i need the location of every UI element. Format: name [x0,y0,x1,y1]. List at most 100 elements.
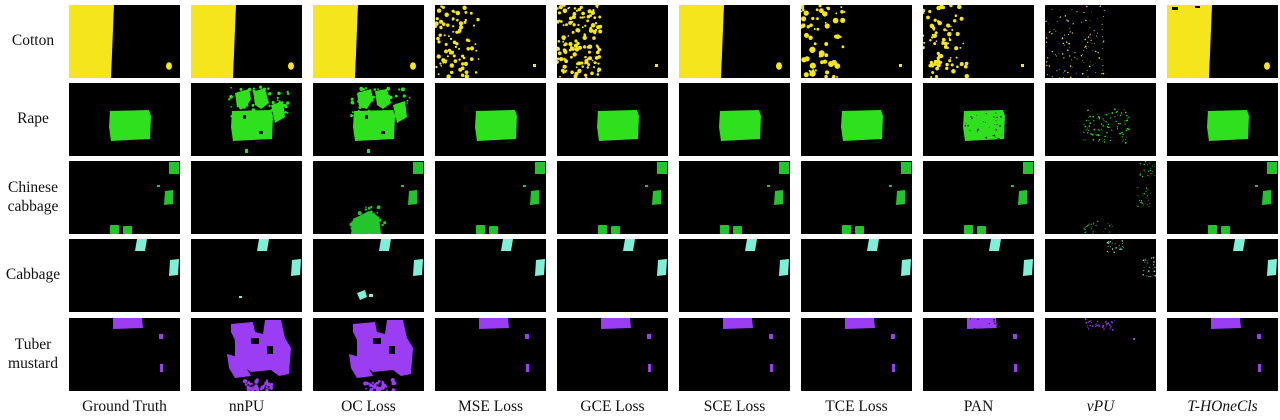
row-label-cabbage: Cabbage [0,265,66,284]
speckle [1111,129,1113,131]
tile-chinese-cabbage-mse-loss [435,161,546,234]
speckle [1105,121,1107,123]
speckle [1147,262,1149,264]
speckle [945,62,949,67]
field-right-lower [1258,364,1261,372]
column-label-ground-truth: Ground Truth [82,398,167,415]
speckle [367,114,371,118]
speckle [804,56,810,62]
speckle [458,58,461,61]
speckle [1150,167,1152,169]
speckle [1088,322,1089,324]
speckle [586,45,590,49]
speckle [935,40,938,43]
speckle [1089,33,1091,35]
speckle [469,46,475,51]
speckle [1108,232,1110,233]
speckle [449,64,453,67]
speckle [381,380,384,383]
speckle [382,96,385,99]
speckle [1089,115,1091,118]
tile-tuber-mustard-mse-loss [435,318,546,391]
speckle [985,112,987,115]
field-fleck [523,185,526,187]
field-mid-right [652,190,661,205]
field-right-upper [1257,334,1261,339]
speckle [1051,32,1053,35]
speckle [1153,270,1155,272]
speckle [982,121,984,123]
speckle [590,71,594,76]
speckle [1152,173,1154,174]
rape-field [1207,110,1249,141]
speckle [835,34,841,40]
tile-background [923,318,1034,391]
speckle [1099,5,1102,7]
speckle [591,59,594,62]
field-top [479,318,509,329]
speckle [449,37,453,41]
speckle [435,65,438,69]
speckle [923,46,925,50]
speckle [1125,129,1128,132]
speckle [1066,19,1068,21]
segmentation-mask [191,5,294,78]
field-bottom-a [1208,225,1217,234]
field-mid-right [530,190,539,205]
speckle [1089,324,1092,327]
speckle [1154,175,1155,176]
speckle [1145,197,1147,199]
speckle [1137,205,1139,207]
gap [381,131,385,134]
speckle [564,52,567,55]
speckle [366,381,368,384]
speckle [1084,46,1086,48]
speckle [267,387,270,390]
segmentation-mask [720,162,789,234]
speckle [964,61,969,66]
speckle [597,67,602,72]
speckle [562,24,565,27]
speckle [351,221,354,223]
speckle [394,94,398,98]
speckle [564,36,567,39]
speckle [806,25,810,29]
speckle [1149,169,1151,172]
speckle [592,9,595,12]
speckle [364,86,368,90]
speckle [956,65,959,68]
speckle [1142,259,1145,262]
speckle [362,88,366,91]
speckle [973,328,976,330]
speckle [1086,5,1088,8]
speckle [1097,220,1099,223]
segmentation-mask [1106,239,1156,278]
speckle [1062,42,1064,45]
tile-tuber-mustard-oc-loss [313,318,424,391]
speckle [245,103,249,107]
speckle [1153,163,1155,165]
speckle [1057,52,1059,54]
speckle [242,379,248,384]
speckle [1127,117,1129,119]
speckle [1085,321,1088,324]
speckle [941,41,945,45]
tile-background [557,239,668,312]
field-fleck [767,185,770,187]
speckle [1096,118,1098,119]
field-mid-right [164,190,173,205]
speckle [1106,241,1109,244]
speckle [436,36,440,41]
speckle [252,385,255,388]
speckle [1091,326,1093,327]
speckle [1137,187,1139,189]
speckle [1143,204,1145,206]
field-top [1233,239,1245,251]
speckle [1125,139,1127,141]
speckle [447,48,452,53]
speckle [1098,57,1101,59]
speckle [587,57,591,61]
tile-background [923,161,1034,234]
speckle [462,56,466,60]
speckle [372,384,377,389]
